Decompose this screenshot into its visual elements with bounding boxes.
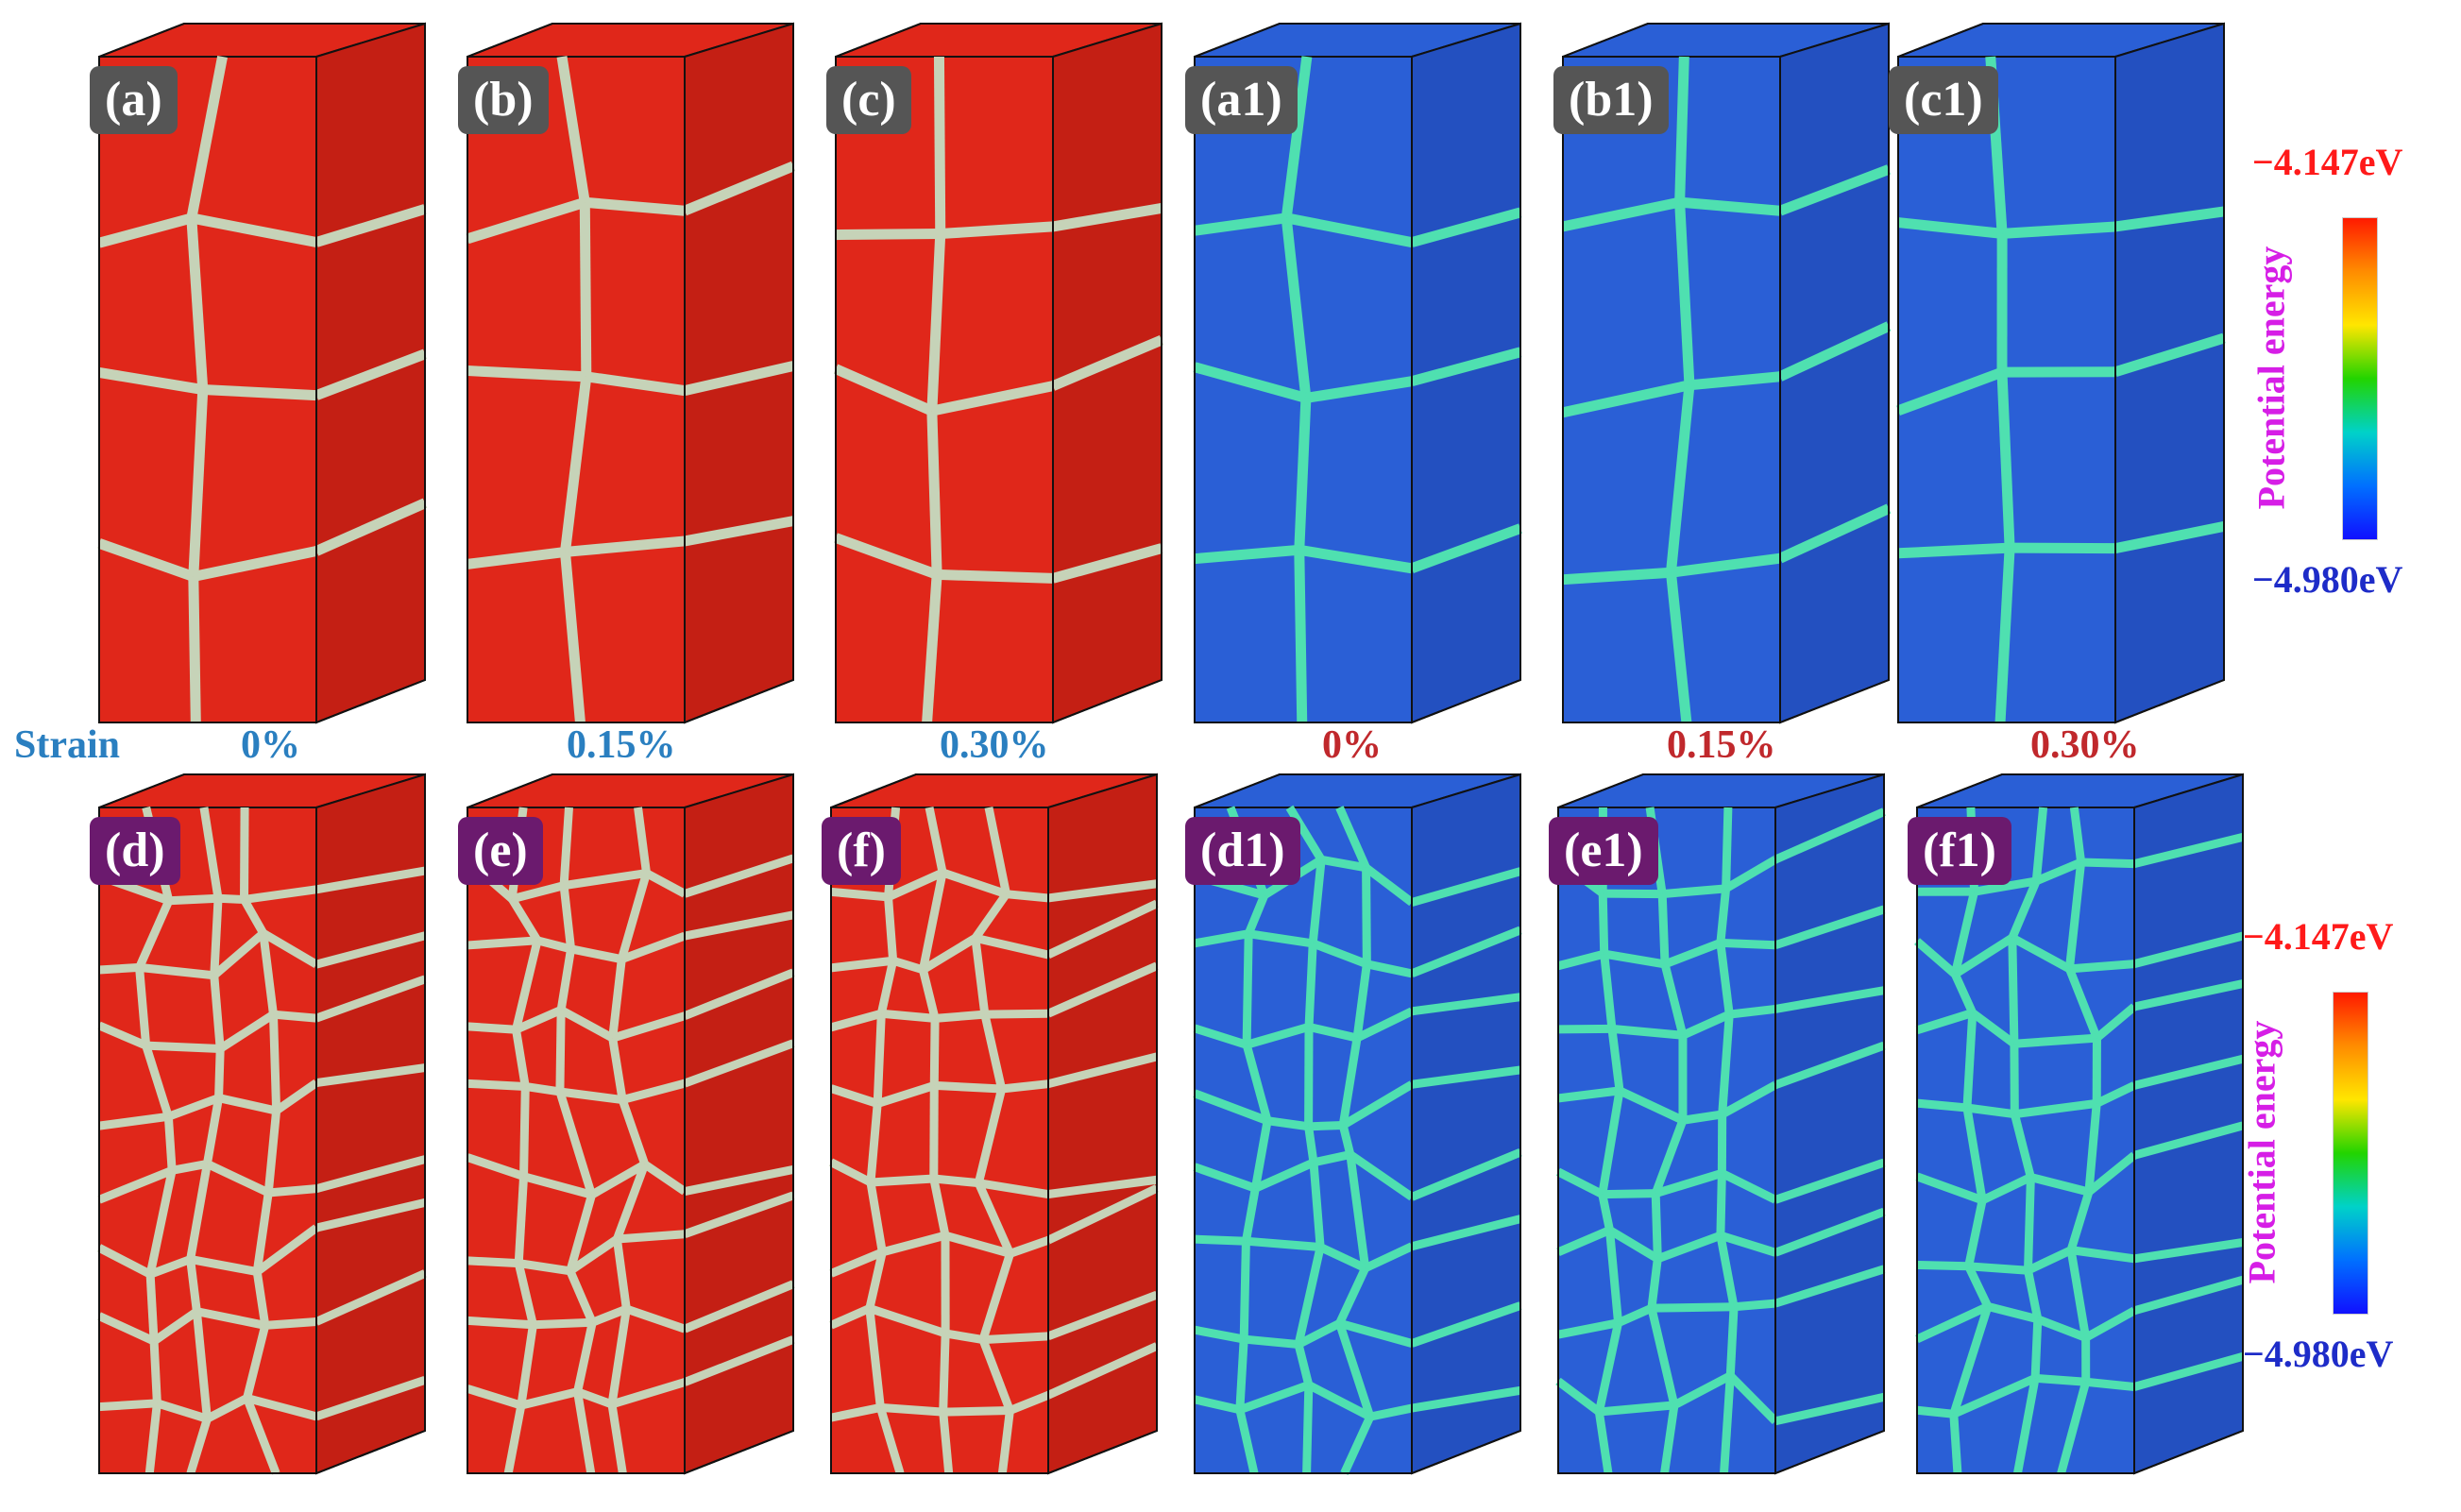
grain-box-image bbox=[96, 773, 427, 1475]
grain-box-image bbox=[466, 22, 796, 724]
panel-label: (a1) bbox=[1185, 66, 1298, 134]
strain-value: 0.15% bbox=[567, 723, 676, 767]
panel-a: (a) bbox=[90, 19, 430, 737]
panel-a1: (a1) bbox=[1185, 19, 1525, 737]
panel-label: (e) bbox=[458, 817, 543, 885]
colorbar-min: −4.980eV bbox=[2243, 1333, 2394, 1375]
colorbar-gradient bbox=[2333, 992, 2368, 1315]
energy-box-image bbox=[1561, 22, 1892, 724]
grain-box-image bbox=[833, 22, 1164, 724]
panel-f1: (f1) bbox=[1908, 770, 2248, 1487]
panel-d: (d) bbox=[90, 770, 430, 1487]
strain-value: 0% bbox=[1322, 723, 1382, 767]
panel-label: (e1) bbox=[1549, 817, 1658, 885]
panel-label: (b) bbox=[458, 66, 549, 134]
colorbar-title: Potential energy bbox=[2240, 1020, 2283, 1284]
panel-b1: (b1) bbox=[1553, 19, 1893, 737]
colorbar-bottom: −4.147eV −4.980eV Potential energy bbox=[2240, 888, 2451, 1379]
colorbar-title: Potential energy bbox=[2249, 246, 2293, 510]
strain-title: Strain bbox=[14, 723, 121, 767]
colorbar-min: −4.980eV bbox=[2252, 558, 2403, 601]
panel-label: (b1) bbox=[1553, 66, 1669, 134]
strain-value: 0.30% bbox=[940, 723, 1049, 767]
panel-label: (f1) bbox=[1908, 817, 2011, 885]
energy-box-image bbox=[1914, 773, 2245, 1475]
panel-f: (f) bbox=[822, 770, 1162, 1487]
colorbar-top: −4.147eV −4.980eV Potential energy bbox=[2249, 113, 2460, 604]
panel-d1: (d1) bbox=[1185, 770, 1525, 1487]
colorbar-max: −4.147eV bbox=[2243, 915, 2394, 958]
energy-box-image bbox=[1193, 22, 1522, 724]
strain-value: 0.30% bbox=[2030, 723, 2140, 767]
panel-label: (c1) bbox=[1889, 66, 1998, 134]
energy-box-image bbox=[1555, 773, 1886, 1475]
panel-label: (d1) bbox=[1185, 817, 1300, 885]
panel-c: (c) bbox=[826, 19, 1166, 737]
panel-b: (b) bbox=[458, 19, 798, 737]
panel-e: (e) bbox=[458, 770, 798, 1487]
energy-box-image bbox=[1193, 773, 1522, 1475]
panel-c1: (c1) bbox=[1889, 19, 2229, 737]
panel-label: (d) bbox=[90, 817, 180, 885]
strain-value: 0.15% bbox=[1667, 723, 1776, 767]
panel-label: (f) bbox=[822, 817, 901, 885]
grain-box-image bbox=[465, 773, 795, 1475]
colorbar-gradient bbox=[2342, 217, 2378, 540]
grain-box-image bbox=[828, 773, 1159, 1475]
grain-box-image bbox=[97, 22, 428, 724]
panel-e1: (e1) bbox=[1549, 770, 1889, 1487]
panel-label: (a) bbox=[90, 66, 178, 134]
panel-label: (c) bbox=[826, 66, 911, 134]
strain-value: 0% bbox=[241, 723, 300, 767]
colorbar-max: −4.147eV bbox=[2252, 141, 2403, 183]
